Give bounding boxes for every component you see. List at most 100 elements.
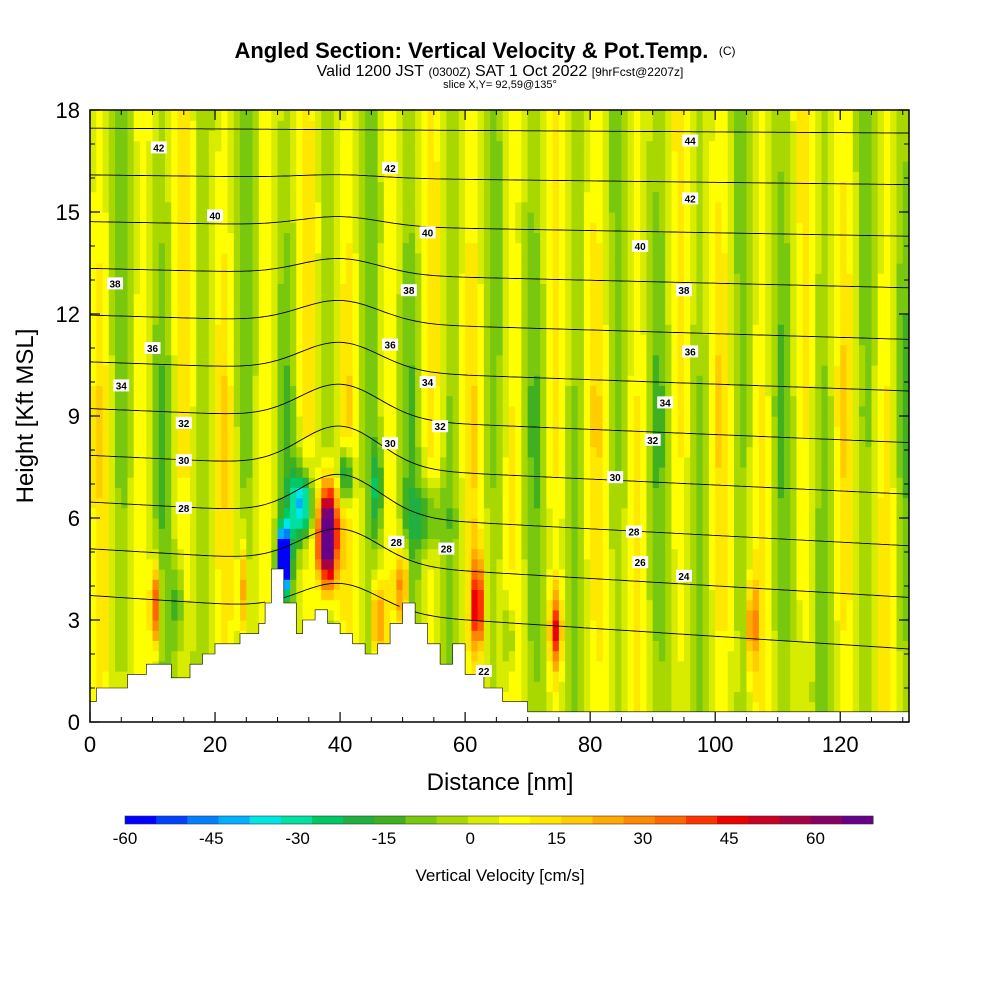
velocity-cell <box>190 252 197 264</box>
velocity-cell <box>515 344 522 356</box>
velocity-cell <box>371 548 379 560</box>
velocity-cell <box>565 181 572 193</box>
velocity-cell <box>558 467 566 478</box>
velocity-cell <box>365 252 372 264</box>
velocity-cell <box>146 201 154 213</box>
velocity-cell <box>546 365 554 376</box>
velocity-cell <box>440 181 447 193</box>
velocity-cell <box>546 416 554 427</box>
velocity-cell <box>208 365 216 376</box>
velocity-cell <box>415 416 422 427</box>
velocity-cell <box>471 354 479 366</box>
velocity-cell <box>283 507 291 519</box>
velocity-cell <box>152 497 160 509</box>
velocity-cell <box>552 456 560 468</box>
velocity-cell <box>377 609 385 621</box>
velocity-cell <box>333 201 341 213</box>
velocity-cell <box>571 273 579 284</box>
velocity-cell <box>508 620 516 631</box>
velocity-cell <box>96 467 104 478</box>
velocity-cell <box>296 150 304 162</box>
velocity-cell <box>533 293 541 305</box>
velocity-cell <box>596 456 604 468</box>
velocity-cell <box>127 620 135 631</box>
velocity-cell <box>221 467 229 478</box>
velocity-cell <box>527 120 535 131</box>
velocity-cell <box>333 589 341 601</box>
velocity-cell <box>296 569 304 580</box>
velocity-cell <box>252 395 260 407</box>
velocity-cell <box>408 181 416 193</box>
velocity-cell <box>108 110 116 121</box>
velocity-cell <box>483 497 491 509</box>
velocity-cell <box>333 507 341 519</box>
velocity-cell <box>240 365 247 376</box>
velocity-cell <box>496 293 504 305</box>
velocity-cell <box>596 507 604 519</box>
velocity-cell <box>383 538 391 550</box>
velocity-cell <box>202 110 210 121</box>
velocity-cell <box>471 222 479 233</box>
velocity-cell <box>427 630 435 641</box>
velocity-cell <box>196 212 204 223</box>
velocity-cell <box>308 497 316 509</box>
velocity-cell <box>140 314 147 325</box>
velocity-cell <box>252 273 260 284</box>
velocity-cell <box>121 324 129 335</box>
velocity-cell <box>508 467 516 478</box>
velocity-cell <box>265 110 272 121</box>
velocity-cell <box>352 222 360 233</box>
velocity-cell <box>165 477 172 488</box>
velocity-cell <box>283 181 291 193</box>
velocity-cell <box>302 324 310 335</box>
velocity-cell <box>577 222 585 233</box>
velocity-cell <box>240 150 247 162</box>
velocity-cell <box>202 273 210 284</box>
velocity-cell <box>327 232 335 244</box>
velocity-cell <box>515 528 522 539</box>
velocity-cell <box>152 120 160 131</box>
velocity-cell <box>590 395 597 407</box>
velocity-cell <box>408 140 416 152</box>
velocity-cell <box>452 395 460 407</box>
velocity-cell <box>565 456 572 468</box>
velocity-cell <box>396 130 404 142</box>
velocity-cell <box>365 599 372 611</box>
velocity-cell <box>571 507 579 519</box>
velocity-cell <box>208 242 216 254</box>
velocity-cell <box>183 344 191 356</box>
velocity-cell <box>308 354 316 366</box>
velocity-cell <box>265 314 272 325</box>
velocity-cell <box>152 589 160 601</box>
velocity-cell <box>308 569 316 580</box>
velocity-cell <box>515 150 522 162</box>
velocity-cell <box>583 620 591 631</box>
velocity-cell <box>477 334 485 346</box>
velocity-cell <box>246 161 254 172</box>
velocity-cell <box>521 161 529 172</box>
velocity-cell <box>365 497 372 509</box>
velocity-cell <box>333 293 341 305</box>
velocity-cell <box>415 548 422 560</box>
velocity-cell <box>121 273 129 284</box>
velocity-cell <box>208 548 216 560</box>
velocity-cell <box>296 497 304 509</box>
velocity-cell <box>527 691 535 703</box>
velocity-cell <box>140 375 147 386</box>
velocity-cell <box>515 120 522 131</box>
velocity-cell <box>465 344 472 356</box>
velocity-cell <box>408 212 416 223</box>
velocity-cell <box>540 436 547 448</box>
velocity-cell <box>290 528 297 539</box>
velocity-cell <box>583 242 591 254</box>
velocity-cell <box>121 201 129 213</box>
velocity-cell <box>127 314 135 325</box>
velocity-cell <box>465 293 472 305</box>
velocity-cell <box>202 263 210 274</box>
velocity-cell <box>115 181 122 193</box>
velocity-cell <box>408 222 416 233</box>
velocity-cell <box>271 181 279 193</box>
velocity-cell <box>508 110 516 121</box>
velocity-cell <box>246 589 254 601</box>
velocity-cell <box>346 222 354 233</box>
